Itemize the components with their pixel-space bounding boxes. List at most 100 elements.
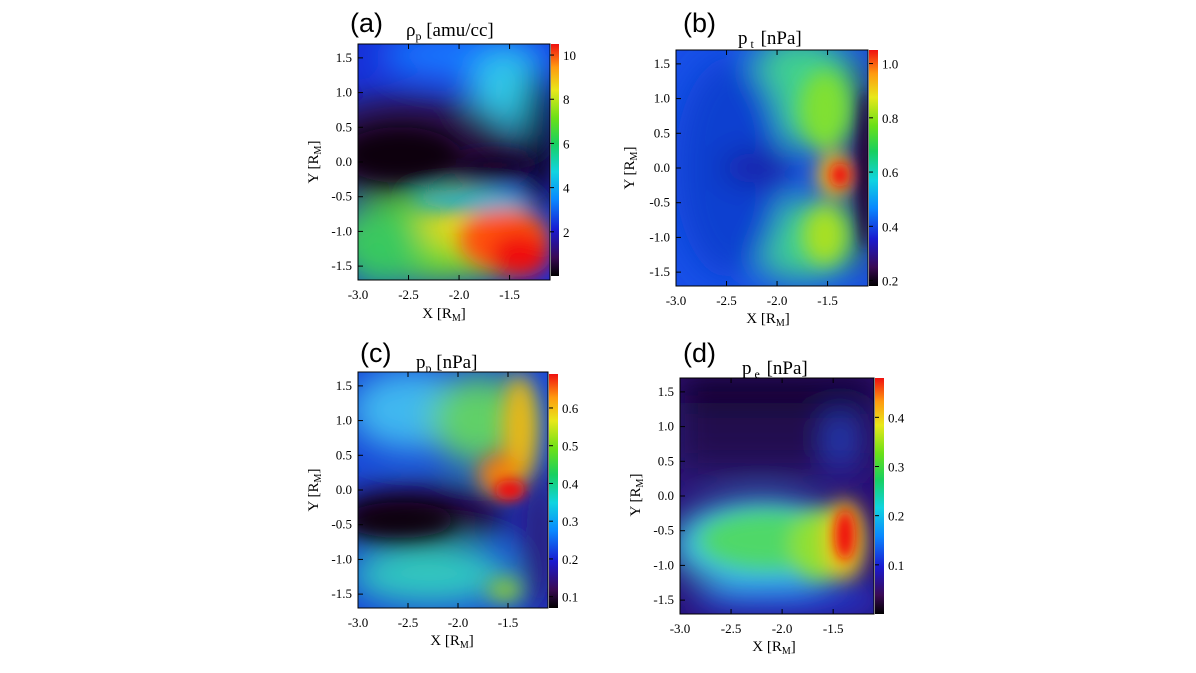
x-tick-label: -2.0 <box>448 615 469 630</box>
colorbar-tick-label: 0.5 <box>562 439 578 454</box>
y-tick-label: -0.5 <box>331 189 352 204</box>
panel-c-heatmap <box>358 372 548 608</box>
x-tick-label: -2.5 <box>398 287 419 302</box>
colorbar-tick-label: 0.2 <box>882 274 898 289</box>
panel-a-colorbar <box>551 44 559 276</box>
colorbar-tick-label: 6 <box>563 136 570 151</box>
panel-d-colorbar-ticks: 0.4 0.3 0.2 0.1 <box>875 410 905 573</box>
panel-a-xlabel: X [RM] <box>422 306 466 324</box>
y-tick-label: -0.5 <box>331 517 352 532</box>
panel-c: (c) pp [nPa] 0.6 0.5 0.4 0.3 0.2 0.1 <box>306 338 579 651</box>
x-tick-label: -2.5 <box>398 615 419 630</box>
panel-c-x-ticks: -3.0 -2.5 -2.0 -1.5 <box>348 372 519 630</box>
panel-b-ylabel: Y [RM] <box>622 147 640 190</box>
y-tick-label: 1.0 <box>336 413 352 428</box>
colorbar-tick-label: 0.6 <box>562 401 579 416</box>
x-tick-label: -1.5 <box>817 293 838 308</box>
panel-b-y-ticks: 1.5 1.0 0.5 0.0 -0.5 -1.0 -1.5 <box>649 56 681 279</box>
colorbar-tick-label: 0.6 <box>882 165 899 180</box>
panel-b-x-ticks: -3.0 -2.5 -2.0 -1.5 <box>666 50 838 308</box>
panel-a-x-ticks: -3.0 -2.5 -2.0 -1.5 <box>348 44 520 302</box>
colorbar-tick-label: 0.2 <box>888 509 904 524</box>
y-tick-label: 1.0 <box>654 91 670 106</box>
y-tick-label: 0.0 <box>654 160 670 175</box>
y-tick-label: -1.5 <box>653 592 674 607</box>
colorbar-tick-label: 0.1 <box>562 590 578 605</box>
panel-c-title: pp [nPa] <box>416 352 477 375</box>
y-tick-label: 1.5 <box>336 378 352 393</box>
colorbar-tick-label: 0.4 <box>888 410 905 425</box>
panel-a-colorbar-ticks: 10 8 6 4 2 <box>550 48 576 240</box>
panel-d-x-ticks: -3.0 -2.5 -2.0 -1.5 <box>670 378 844 636</box>
x-tick-label: -1.5 <box>499 287 520 302</box>
colorbar-tick-label: 0.8 <box>882 111 898 126</box>
y-tick-label: 0.5 <box>336 447 352 462</box>
x-tick-label: -2.5 <box>721 621 742 636</box>
panel-a-y-ticks: 1.5 1.0 0.5 0.0 -0.5 -1.0 -1.5 <box>331 50 363 273</box>
y-tick-label: -1.0 <box>649 229 670 244</box>
x-tick-label: -2.0 <box>772 621 793 636</box>
x-tick-label: -1.5 <box>498 615 519 630</box>
y-tick-label: 0.0 <box>336 482 352 497</box>
y-tick-label: -1.0 <box>331 223 352 238</box>
panel-c-letter: (c) <box>360 338 391 368</box>
colorbar-tick-label: 1.0 <box>882 57 898 72</box>
panel-d-letter: (d) <box>683 338 716 368</box>
panel-b-colorbar-ticks: 1.0 0.8 0.6 0.4 0.2 <box>869 57 899 289</box>
x-tick-label: -2.0 <box>449 287 470 302</box>
colorbar-tick-label: 4 <box>563 181 570 196</box>
y-tick-label: -1.5 <box>331 586 352 601</box>
x-tick-label: -3.0 <box>348 615 369 630</box>
panel-d-ylabel: Y [RM] <box>628 474 646 517</box>
panel-b-colorbar <box>869 50 878 286</box>
y-tick-label: 1.5 <box>654 56 670 71</box>
panel-a-letter: (a) <box>350 8 383 38</box>
panel-d-heatmap <box>680 378 874 614</box>
panel-d-y-ticks: 1.5 1.0 0.5 0.0 -0.5 -1.0 -1.5 <box>653 384 685 607</box>
y-tick-label: 0.5 <box>336 119 352 134</box>
y-tick-label: 1.5 <box>658 384 674 399</box>
panel-b-letter: (b) <box>683 8 716 38</box>
panel-b-heatmap <box>676 50 868 286</box>
panel-c-ylabel: Y [RM] <box>306 469 324 512</box>
y-tick-label: -1.0 <box>331 551 352 566</box>
panel-a-heatmap <box>358 44 550 280</box>
colorbar-tick-label: 0.4 <box>882 219 899 234</box>
panel-b-xlabel: X [RM] <box>746 311 790 329</box>
y-tick-label: -0.5 <box>649 195 670 210</box>
colorbar-tick-label: 0.3 <box>888 460 904 475</box>
panel-d-xlabel: X [RM] <box>752 639 796 657</box>
colorbar-tick-label: 0.3 <box>562 514 578 529</box>
x-tick-label: -3.0 <box>666 293 687 308</box>
y-tick-label: 1.5 <box>336 50 352 65</box>
colorbar-tick-label: 0.1 <box>888 558 904 573</box>
colorbar-tick-label: 0.4 <box>562 476 579 491</box>
y-tick-label: -1.0 <box>653 557 674 572</box>
y-tick-label: 0.5 <box>654 125 670 140</box>
panel-a-ylabel: Y [RM] <box>306 141 324 184</box>
x-tick-label: -1.5 <box>823 621 844 636</box>
x-tick-label: -3.0 <box>348 287 369 302</box>
panel-c-colorbar-ticks: 0.6 0.5 0.4 0.3 0.2 0.1 <box>549 401 579 605</box>
panel-c-y-ticks: 1.5 1.0 0.5 0.0 -0.5 -1.0 -1.5 <box>331 378 363 601</box>
y-tick-label: 1.0 <box>658 419 674 434</box>
x-tick-label: -3.0 <box>670 621 691 636</box>
y-tick-label: 0.0 <box>336 154 352 169</box>
x-tick-label: -2.0 <box>767 293 788 308</box>
colorbar-tick-label: 10 <box>563 48 576 63</box>
panel-d-colorbar <box>875 378 884 614</box>
colorbar-tick-label: 2 <box>563 225 570 240</box>
panel-c-xlabel: X [RM] <box>430 633 474 651</box>
y-tick-label: 0.5 <box>658 453 674 468</box>
x-tick-label: -2.5 <box>716 293 737 308</box>
panel-a-title: ρp [amu/cc] <box>406 20 494 43</box>
panel-c-colorbar <box>549 374 558 608</box>
y-tick-label: 1.0 <box>336 85 352 100</box>
y-tick-label: -1.5 <box>649 264 670 279</box>
y-tick-label: 0.0 <box>658 488 674 503</box>
colorbar-tick-label: 8 <box>563 92 570 107</box>
